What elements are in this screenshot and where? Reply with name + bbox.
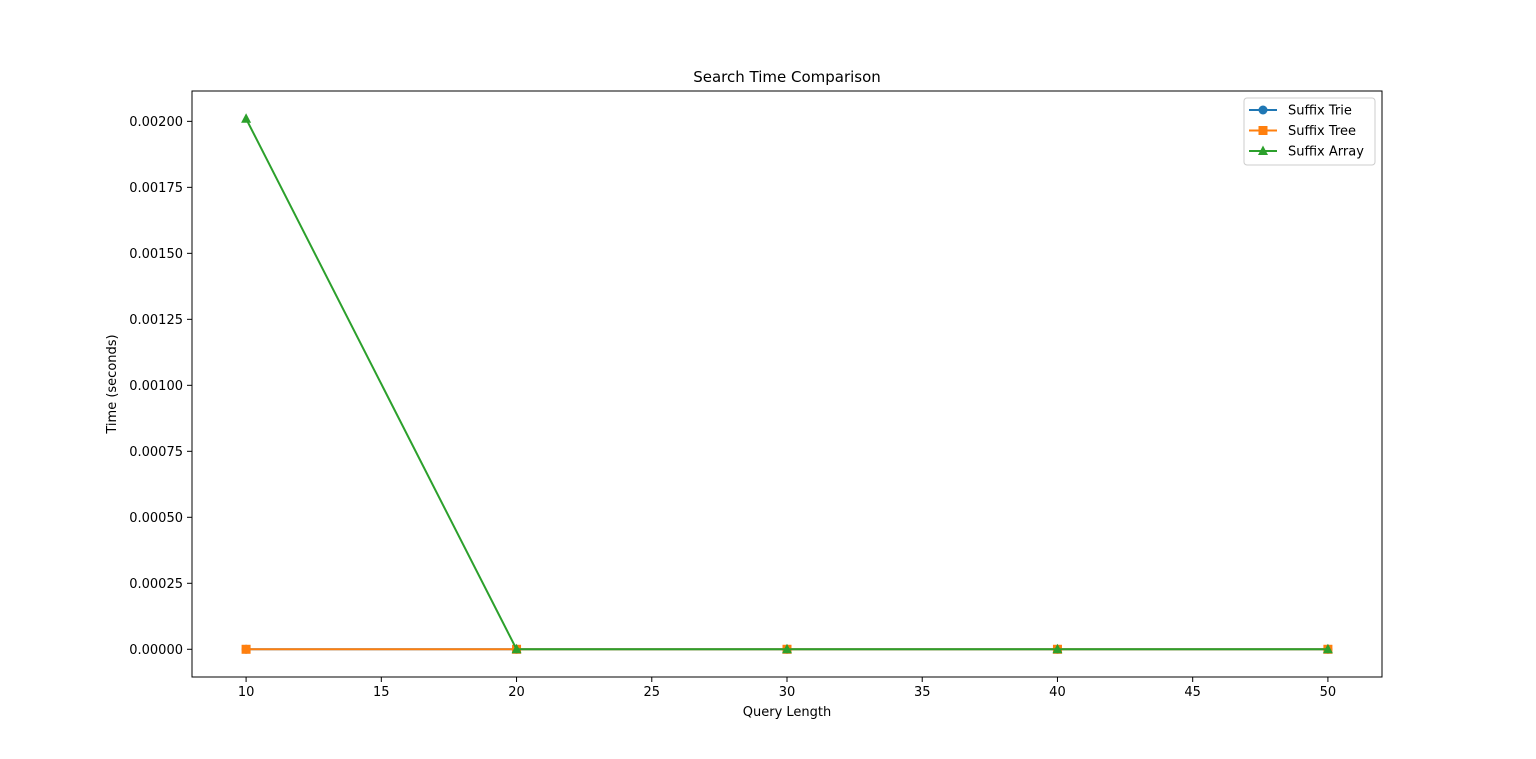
- legend-marker-suffix-array: [1258, 145, 1268, 155]
- legend-label-suffix-tree: Suffix Tree: [1288, 124, 1356, 139]
- y-tick-label: 0.00125: [129, 313, 183, 328]
- data-point-suffix-tree: [241, 644, 251, 654]
- x-axis: 10 15 20 25 30 35 40 45 50: [238, 677, 1336, 700]
- legend-marker-suffix-tree: [1258, 126, 1268, 135]
- legend-marker-suffix-trie: [1258, 105, 1268, 115]
- plot-area: [241, 113, 1333, 654]
- x-axis-label: Query Length: [743, 705, 831, 720]
- data-point-suffix-array: [782, 643, 792, 654]
- y-tick-label: 0.00025: [129, 577, 183, 592]
- x-tick-label: 50: [1320, 685, 1337, 700]
- y-tick-label: 0.00175: [129, 181, 183, 196]
- data-point-suffix-array: [511, 643, 522, 654]
- y-axis: 0.00000 0.00025 0.00050 0.00075 0.00100 0.001…: [129, 115, 192, 658]
- x-tick-label: 25: [643, 685, 660, 700]
- data-point-suffix-array: [1052, 643, 1063, 654]
- legend-label-suffix-trie: Suffix Trie: [1288, 104, 1352, 119]
- legend-box: [1243, 97, 1376, 166]
- x-tick-label: 15: [373, 685, 390, 700]
- y-tick-label: 0.00200: [129, 115, 183, 130]
- x-tick-label: 45: [1184, 685, 1201, 700]
- legend-label-suffix-array: Suffix Array: [1288, 145, 1364, 160]
- y-tick-label: 0.00100: [129, 379, 183, 394]
- y-tick-label: 0.00075: [129, 445, 183, 460]
- data-point-suffix-array: [1322, 643, 1333, 654]
- y-axis-label: Time (seconds): [105, 334, 120, 434]
- chart-title: Search Time Comparison: [693, 68, 881, 86]
- y-tick-label: 0.00150: [129, 247, 183, 262]
- x-tick-label: 30: [779, 685, 796, 700]
- x-tick-label: 20: [508, 685, 525, 700]
- x-tick-label: 10: [238, 685, 255, 700]
- x-tick-label: 40: [1049, 685, 1066, 700]
- data-point-suffix-array: [241, 113, 252, 123]
- legend: Suffix Trie Suffix Tree Suffix Array: [1243, 97, 1376, 166]
- x-tick-label: 35: [914, 685, 931, 700]
- y-tick-label: 0.00050: [129, 511, 183, 526]
- y-tick-label: 0.00000: [129, 643, 183, 658]
